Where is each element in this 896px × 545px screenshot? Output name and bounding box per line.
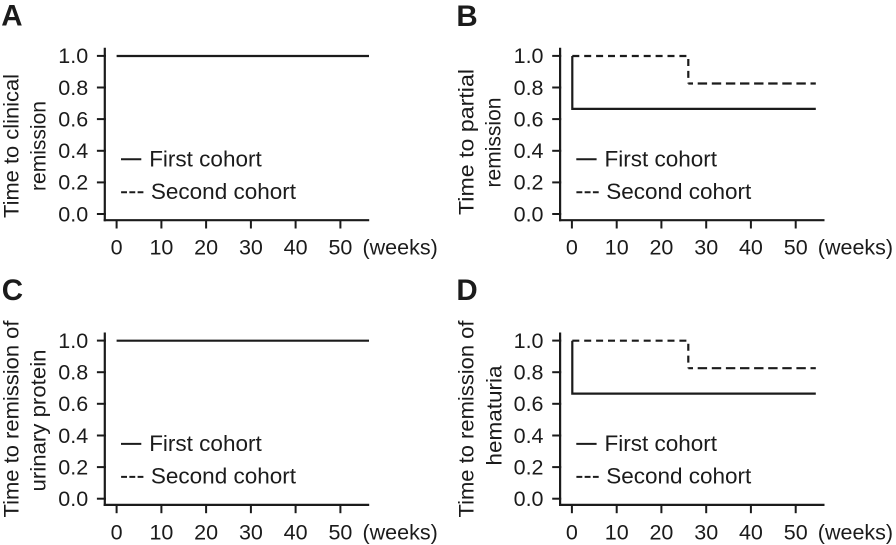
- svg-text:C: C: [2, 274, 23, 307]
- svg-text:urinary protein: urinary protein: [27, 350, 51, 492]
- svg-text:30: 30: [694, 520, 718, 544]
- svg-text:30: 30: [239, 520, 263, 544]
- svg-text:First cohort: First cohort: [605, 431, 718, 456]
- svg-text:40: 40: [284, 236, 308, 260]
- svg-text:50: 50: [328, 520, 352, 544]
- svg-text:0.8: 0.8: [58, 76, 88, 100]
- svg-text:10: 10: [149, 236, 173, 260]
- svg-text:First cohort: First cohort: [149, 431, 262, 456]
- svg-text:30: 30: [239, 236, 263, 260]
- svg-text:0.4: 0.4: [58, 139, 88, 163]
- svg-text:0.6: 0.6: [514, 392, 544, 416]
- svg-text:remission: remission: [26, 101, 50, 191]
- svg-text:First cohort: First cohort: [149, 147, 262, 172]
- svg-text:20: 20: [194, 520, 218, 544]
- svg-text:B: B: [456, 0, 477, 33]
- svg-text:30: 30: [694, 236, 718, 260]
- svg-text:0.0: 0.0: [514, 202, 544, 226]
- svg-text:0.2: 0.2: [58, 171, 88, 195]
- svg-text:0.0: 0.0: [58, 202, 88, 226]
- svg-text:0.0: 0.0: [58, 487, 88, 511]
- svg-text:10: 10: [605, 236, 629, 260]
- svg-text:D: D: [456, 274, 477, 307]
- svg-text:First cohort: First cohort: [605, 147, 718, 172]
- svg-text:Second cohort: Second cohort: [606, 464, 752, 489]
- svg-text:0.8: 0.8: [514, 361, 544, 385]
- svg-text:Time to clinical: Time to clinical: [0, 74, 23, 218]
- svg-text:Second cohort: Second cohort: [606, 179, 752, 204]
- svg-text:0.8: 0.8: [514, 76, 544, 100]
- svg-text:0: 0: [111, 520, 123, 544]
- svg-text:0.4: 0.4: [514, 139, 544, 163]
- svg-text:Time to partial: Time to partial: [455, 69, 479, 215]
- svg-text:0.0: 0.0: [514, 487, 544, 511]
- svg-text:(weeks): (weeks): [363, 236, 438, 260]
- svg-text:50: 50: [784, 520, 808, 544]
- svg-text:Time to remission of: Time to remission of: [0, 320, 24, 517]
- svg-text:1.0: 1.0: [514, 44, 544, 68]
- svg-text:1.0: 1.0: [58, 44, 88, 68]
- svg-text:0.6: 0.6: [58, 107, 88, 131]
- svg-text:0.4: 0.4: [58, 424, 88, 448]
- svg-text:0.2: 0.2: [514, 455, 544, 479]
- svg-text:Second cohort: Second cohort: [151, 179, 297, 204]
- svg-text:40: 40: [284, 520, 308, 544]
- svg-text:1.0: 1.0: [514, 329, 544, 353]
- svg-text:A: A: [1, 0, 22, 33]
- svg-text:Second cohort: Second cohort: [151, 464, 297, 489]
- svg-text:10: 10: [605, 520, 629, 544]
- svg-text:remission: remission: [482, 97, 506, 187]
- svg-text:1.0: 1.0: [58, 329, 88, 353]
- svg-text:(weeks): (weeks): [818, 236, 893, 260]
- svg-text:40: 40: [739, 236, 763, 260]
- svg-text:50: 50: [328, 236, 352, 260]
- svg-text:10: 10: [149, 520, 173, 544]
- svg-text:50: 50: [784, 236, 808, 260]
- svg-text:0.2: 0.2: [514, 171, 544, 195]
- svg-text:0: 0: [566, 520, 578, 544]
- svg-text:hematuria: hematuria: [482, 365, 506, 465]
- svg-text:0.6: 0.6: [514, 107, 544, 131]
- svg-text:(weeks): (weeks): [363, 520, 438, 544]
- svg-text:0.8: 0.8: [58, 361, 88, 385]
- svg-text:(weeks): (weeks): [818, 520, 893, 544]
- svg-text:0.6: 0.6: [58, 392, 88, 416]
- svg-text:0: 0: [566, 236, 578, 260]
- svg-text:0.4: 0.4: [514, 424, 544, 448]
- svg-text:20: 20: [649, 520, 673, 544]
- svg-text:0.2: 0.2: [58, 455, 88, 479]
- svg-text:0: 0: [111, 236, 123, 260]
- svg-text:20: 20: [649, 236, 673, 260]
- svg-text:20: 20: [194, 236, 218, 260]
- svg-text:40: 40: [739, 520, 763, 544]
- svg-text:Time to remission of: Time to remission of: [455, 320, 479, 517]
